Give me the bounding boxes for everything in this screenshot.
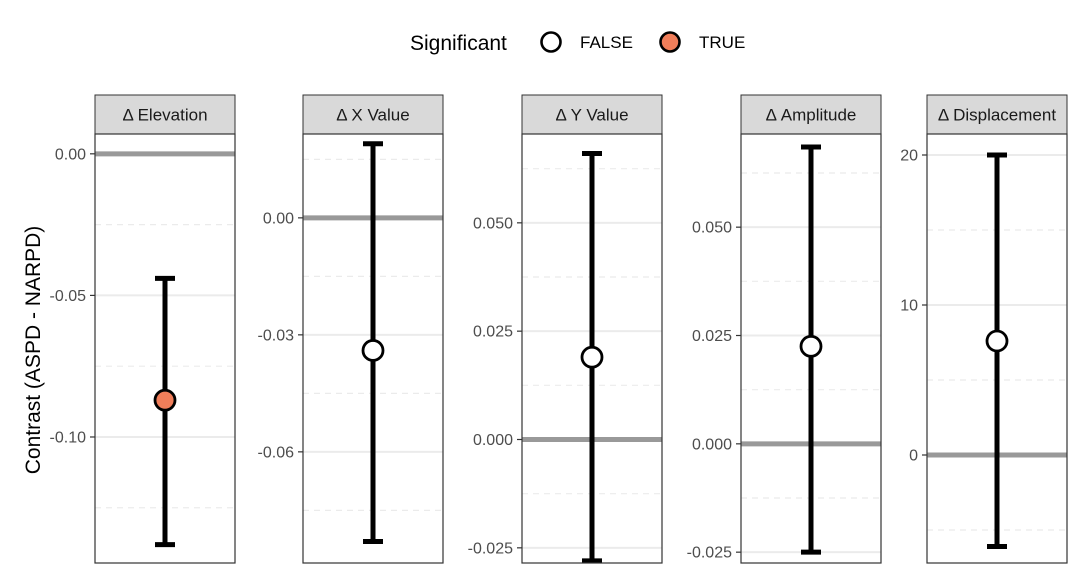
legend-title: Significant bbox=[410, 32, 507, 55]
y-axis-title: Contrast (ASPD - NARPD) bbox=[22, 226, 45, 475]
panel-border bbox=[740, 133, 882, 564]
facet-strip-label: Δ Elevation bbox=[122, 106, 207, 125]
facet-strip bbox=[521, 94, 663, 135]
facet-strip-label: Δ Y Value bbox=[555, 106, 628, 125]
estimate-point bbox=[985, 329, 1009, 353]
y-tick-label: 0.025 bbox=[473, 324, 513, 341]
facet-panel: Δ Amplitude 0.050 0.025 0.000 -0.025 bbox=[687, 94, 882, 564]
y-tick-label: 0.000 bbox=[473, 432, 513, 449]
panel-border bbox=[302, 133, 444, 564]
y-tick-label: 0.00 bbox=[55, 146, 86, 163]
y-tick-label: 0.050 bbox=[473, 215, 513, 232]
facet-panel: Δ Displacement 20 10 0 bbox=[900, 94, 1068, 564]
y-tick-label: 0.050 bbox=[692, 220, 732, 237]
y-tick-label: 0.000 bbox=[692, 436, 732, 453]
y-tick-label: -0.025 bbox=[687, 545, 732, 562]
plot-area bbox=[927, 152, 1067, 549]
plot-area bbox=[741, 144, 881, 555]
legend-label-false: FALSE bbox=[580, 33, 633, 52]
panel-border bbox=[926, 133, 1068, 564]
facet-panels: Δ Elevation 0.00 -0.05 -0.10 Δ X Value 0.00 -0… bbox=[50, 94, 1068, 564]
legend-key-true bbox=[659, 31, 681, 53]
facet-strip-label: Δ X Value bbox=[336, 106, 409, 125]
y-tick-label: 0.025 bbox=[692, 328, 732, 345]
y-tick-label: -0.025 bbox=[468, 540, 513, 557]
estimate-point bbox=[153, 388, 177, 412]
y-tick-label: -0.03 bbox=[258, 327, 295, 344]
y-tick-label: 10 bbox=[900, 298, 918, 315]
legend: Significant FALSE TRUE bbox=[410, 31, 745, 55]
estimate-point bbox=[361, 339, 385, 362]
y-tick-label: 20 bbox=[900, 148, 918, 165]
facet-strip-label: Δ Displacement bbox=[938, 106, 1056, 125]
facet-strip bbox=[740, 94, 882, 135]
y-tick-label: -0.10 bbox=[50, 429, 87, 446]
plot-area bbox=[95, 151, 235, 548]
legend-label-true: TRUE bbox=[699, 33, 745, 52]
estimate-point bbox=[799, 334, 823, 358]
panel-border bbox=[94, 133, 236, 564]
facet-panel: Δ Elevation 0.00 -0.05 -0.10 bbox=[50, 94, 236, 564]
facet-panel: Δ X Value 0.00 -0.03 -0.06 bbox=[258, 94, 444, 564]
facet-strip bbox=[94, 94, 236, 135]
facet-panel: Δ Y Value 0.050 0.025 0.000 -0.025 bbox=[468, 94, 663, 564]
plot-area bbox=[303, 141, 443, 545]
y-tick-label: 0 bbox=[909, 448, 918, 465]
facet-strip bbox=[926, 94, 1068, 135]
panel-border bbox=[521, 133, 663, 564]
y-tick-label: -0.06 bbox=[258, 444, 295, 461]
y-tick-label: 0.00 bbox=[263, 210, 294, 227]
facet-strip-label: Δ Amplitude bbox=[766, 106, 857, 125]
estimate-point bbox=[580, 345, 604, 369]
legend-key-false bbox=[540, 31, 562, 53]
y-tick-label: -0.05 bbox=[50, 288, 87, 305]
plot-area bbox=[522, 151, 662, 563]
